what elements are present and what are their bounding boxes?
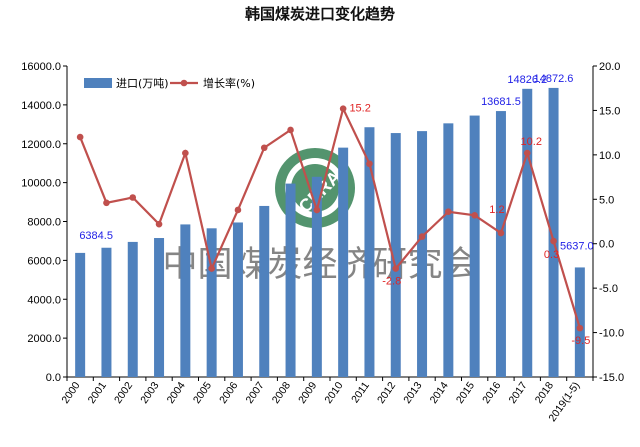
import-bar: [548, 87, 559, 377]
legend: 进口(万吨) 增长率(%): [84, 76, 255, 90]
import-bar: [443, 123, 454, 377]
import-bar: [574, 267, 585, 377]
x-tick-label: 2017: [506, 380, 529, 406]
y-right-tick-label: 20.0: [599, 61, 620, 73]
import-bar: [154, 238, 165, 377]
x-tick-label: 2003: [138, 380, 161, 406]
import-bar: [127, 241, 138, 377]
rate-value-label: 1.2: [489, 204, 504, 216]
y-right-tick-label: -15.0: [599, 372, 624, 384]
rate-point: [287, 126, 294, 134]
rate-point: [523, 149, 531, 157]
import-bar: [206, 228, 217, 377]
x-tick-label: 2010: [322, 380, 345, 406]
rate-line-path: [79, 105, 581, 329]
y-right-tick-label: 15.0: [599, 105, 620, 117]
rate-point: [313, 206, 321, 214]
x-tick-label: 2012: [375, 380, 398, 406]
bar-value-label: 14872.6: [534, 73, 574, 85]
rate-point: [234, 206, 242, 214]
rate-point: [129, 194, 137, 201]
rate-value-label: -9.5: [571, 335, 590, 347]
y-left-tick-label: 14000.0: [21, 100, 61, 112]
import-bar: [180, 224, 191, 377]
x-tick-label: 2005: [191, 380, 214, 406]
import-bar: [469, 115, 480, 378]
rate-point: [392, 265, 400, 272]
import-bar: [101, 247, 112, 377]
y-right-tick-label: 0.0: [599, 239, 614, 251]
x-tick-label: 2001: [86, 380, 109, 406]
import-bar: [364, 127, 375, 378]
x-tick-label: 2004: [165, 380, 188, 406]
rate-value-label: 15.2: [349, 103, 370, 115]
y-left-tick-label: 10000.0: [21, 178, 61, 190]
import-bar: [417, 131, 428, 377]
import-bar: [390, 133, 401, 377]
import-bar: [311, 176, 322, 377]
rate-point: [497, 229, 505, 237]
bar-value-label: 14826.2: [507, 74, 547, 86]
x-tick-label: 2007: [243, 380, 266, 406]
x-tick-label: 2014: [428, 380, 451, 406]
legend-bar-label: 进口(万吨): [116, 77, 169, 90]
import-bar: [259, 205, 270, 377]
rate-point: [339, 105, 347, 112]
bar-value-label: 13681.5: [481, 96, 521, 108]
rate-point: [260, 144, 268, 152]
legend-line-label: 增长率(%): [203, 76, 255, 90]
bar-value-label: 6384.5: [79, 230, 113, 242]
import-bar: [232, 222, 243, 377]
legend-bar-swatch: [84, 78, 112, 88]
y-left-tick-label: 2000.0: [27, 333, 61, 345]
rate-point: [208, 265, 215, 272]
x-tick-label: 2008: [270, 380, 293, 406]
x-tick-label: 2009: [296, 380, 319, 406]
x-tick-label: 2000: [59, 380, 82, 406]
y-right-tick-label: -5.0: [599, 283, 618, 295]
y-left-tick-label: 4000.0: [27, 294, 61, 306]
y-right-tick-label: 10.0: [599, 150, 620, 162]
y-left-tick-label: 8000.0: [27, 217, 61, 229]
chart-title: 韩国煤炭进口变化趋势: [245, 5, 395, 23]
x-tick-label: 2013: [401, 380, 424, 406]
import-bar: [285, 183, 296, 377]
import-bar: [338, 147, 349, 377]
x-tick-label: 2016: [480, 380, 503, 406]
y-left-tick-label: 6000.0: [27, 255, 61, 267]
x-tick-label: 2018: [533, 380, 556, 406]
rate-point: [366, 160, 373, 168]
axes: 0.0 2000.0 4000.0 6000.0 8000.0 10000.0 12000.…: [21, 61, 624, 424]
x-tick-label: 2011: [349, 380, 372, 406]
rate-point: [418, 233, 426, 240]
rate-value-label: 0.3: [544, 249, 559, 261]
rate-line: [76, 105, 584, 332]
rate-point: [103, 199, 110, 207]
rate-point: [576, 324, 584, 332]
rate-point: [445, 208, 452, 216]
rate-value-label: 10.2: [521, 136, 542, 148]
y-left-tick-label: 0.0: [46, 372, 61, 384]
y-left-tick-label: 12000.0: [21, 139, 61, 151]
rate-point: [550, 237, 557, 245]
rate-point: [471, 211, 478, 219]
y-right-tick-label: 5.0: [599, 194, 614, 206]
x-tick-label: 2006: [217, 380, 240, 406]
bar-value-label: 5637.0: [560, 240, 594, 252]
rate-value-label: -2.8: [382, 276, 401, 288]
rate-point: [76, 133, 84, 141]
import-bar: [495, 111, 506, 377]
y-right-tick-label: -10.0: [599, 328, 624, 340]
y-left-tick-label: 16000.0: [21, 61, 61, 73]
x-tick-label: 2015: [454, 380, 477, 406]
rate-point: [182, 149, 189, 157]
import-bar: [75, 252, 86, 377]
import-bar: [522, 88, 533, 377]
legend-line-marker: [180, 79, 188, 87]
rate-point: [155, 220, 163, 228]
bars: [75, 87, 585, 378]
x-tick-label: 2002: [112, 380, 135, 406]
